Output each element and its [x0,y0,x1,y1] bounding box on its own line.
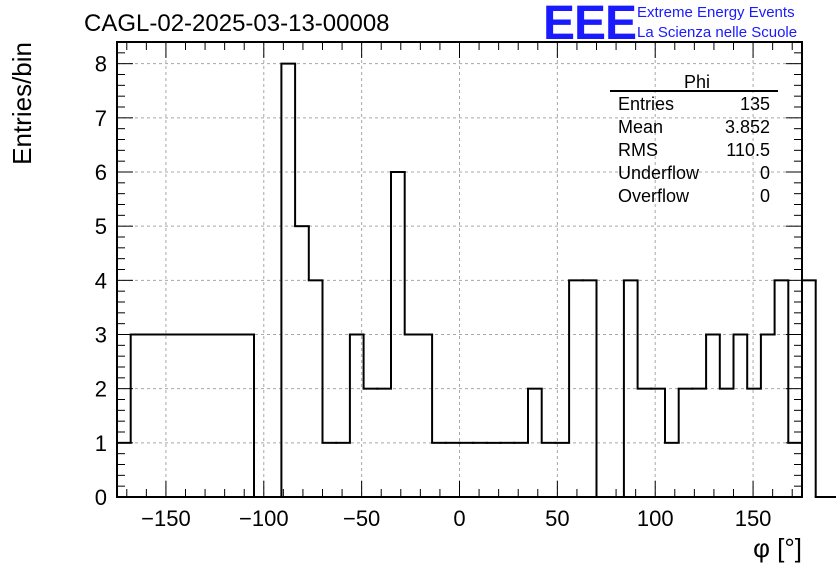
stats-value-overflow: 0 [760,186,770,206]
stats-value-entries: 135 [740,94,770,114]
chart-title: CAGL-02-2025-03-13-00008 [84,10,390,37]
eee-logo-subtitle-2: La Scienza nelle Scuole [637,24,798,41]
stats-label-entries: Entries [618,94,674,114]
histogram-layer [116,62,836,498]
stats-value-mean: 3.852 [725,117,770,137]
stats-label-underflow: Underflow [618,163,700,183]
y-tick-label: 0 [95,485,107,510]
stats-label-rms: RMS [618,140,658,160]
stats-label-mean: Mean [618,117,663,137]
stats-title: Phi [684,72,710,92]
axis-layer: −150 −100 −50 0 50 100 150 0 1 2 3 4 5 6 7 8 φ [°] Entrie… [7,41,803,563]
x-tick-label: 100 [637,506,674,531]
y-tick-label: 2 [95,377,107,402]
x-tick-label: 150 [735,506,772,531]
x-tick-label: 0 [453,506,465,531]
x-tick-label: −100 [239,506,289,531]
y-tick-label: 6 [95,160,107,185]
x-axis-title: φ [°] [753,533,802,563]
y-tick-label: 5 [95,214,107,239]
y-tick-label: 4 [95,268,107,293]
grid-layer [117,42,802,497]
y-axis-title: Entries/bin [7,42,37,165]
y-tick-label: 3 [95,323,107,348]
x-tick-label: 50 [545,506,569,531]
stats-label-overflow: Overflow [618,186,690,206]
y-tick-label: 7 [95,106,107,131]
eee-logo-subtitle-1: Extreme Energy Events [637,4,795,21]
x-tick-label: −150 [141,506,191,531]
eee-logo: EEE [543,0,637,50]
stats-value-underflow: 0 [760,163,770,183]
stats-value-rms: 110.5 [726,140,770,160]
x-tick-label: −50 [343,506,380,531]
y-tick-label: 8 [95,52,107,77]
y-tick-label: 1 [95,431,107,456]
stats-box: Phi Entries 135 Mean 3.852 RMS 110.5 Und… [610,72,778,206]
